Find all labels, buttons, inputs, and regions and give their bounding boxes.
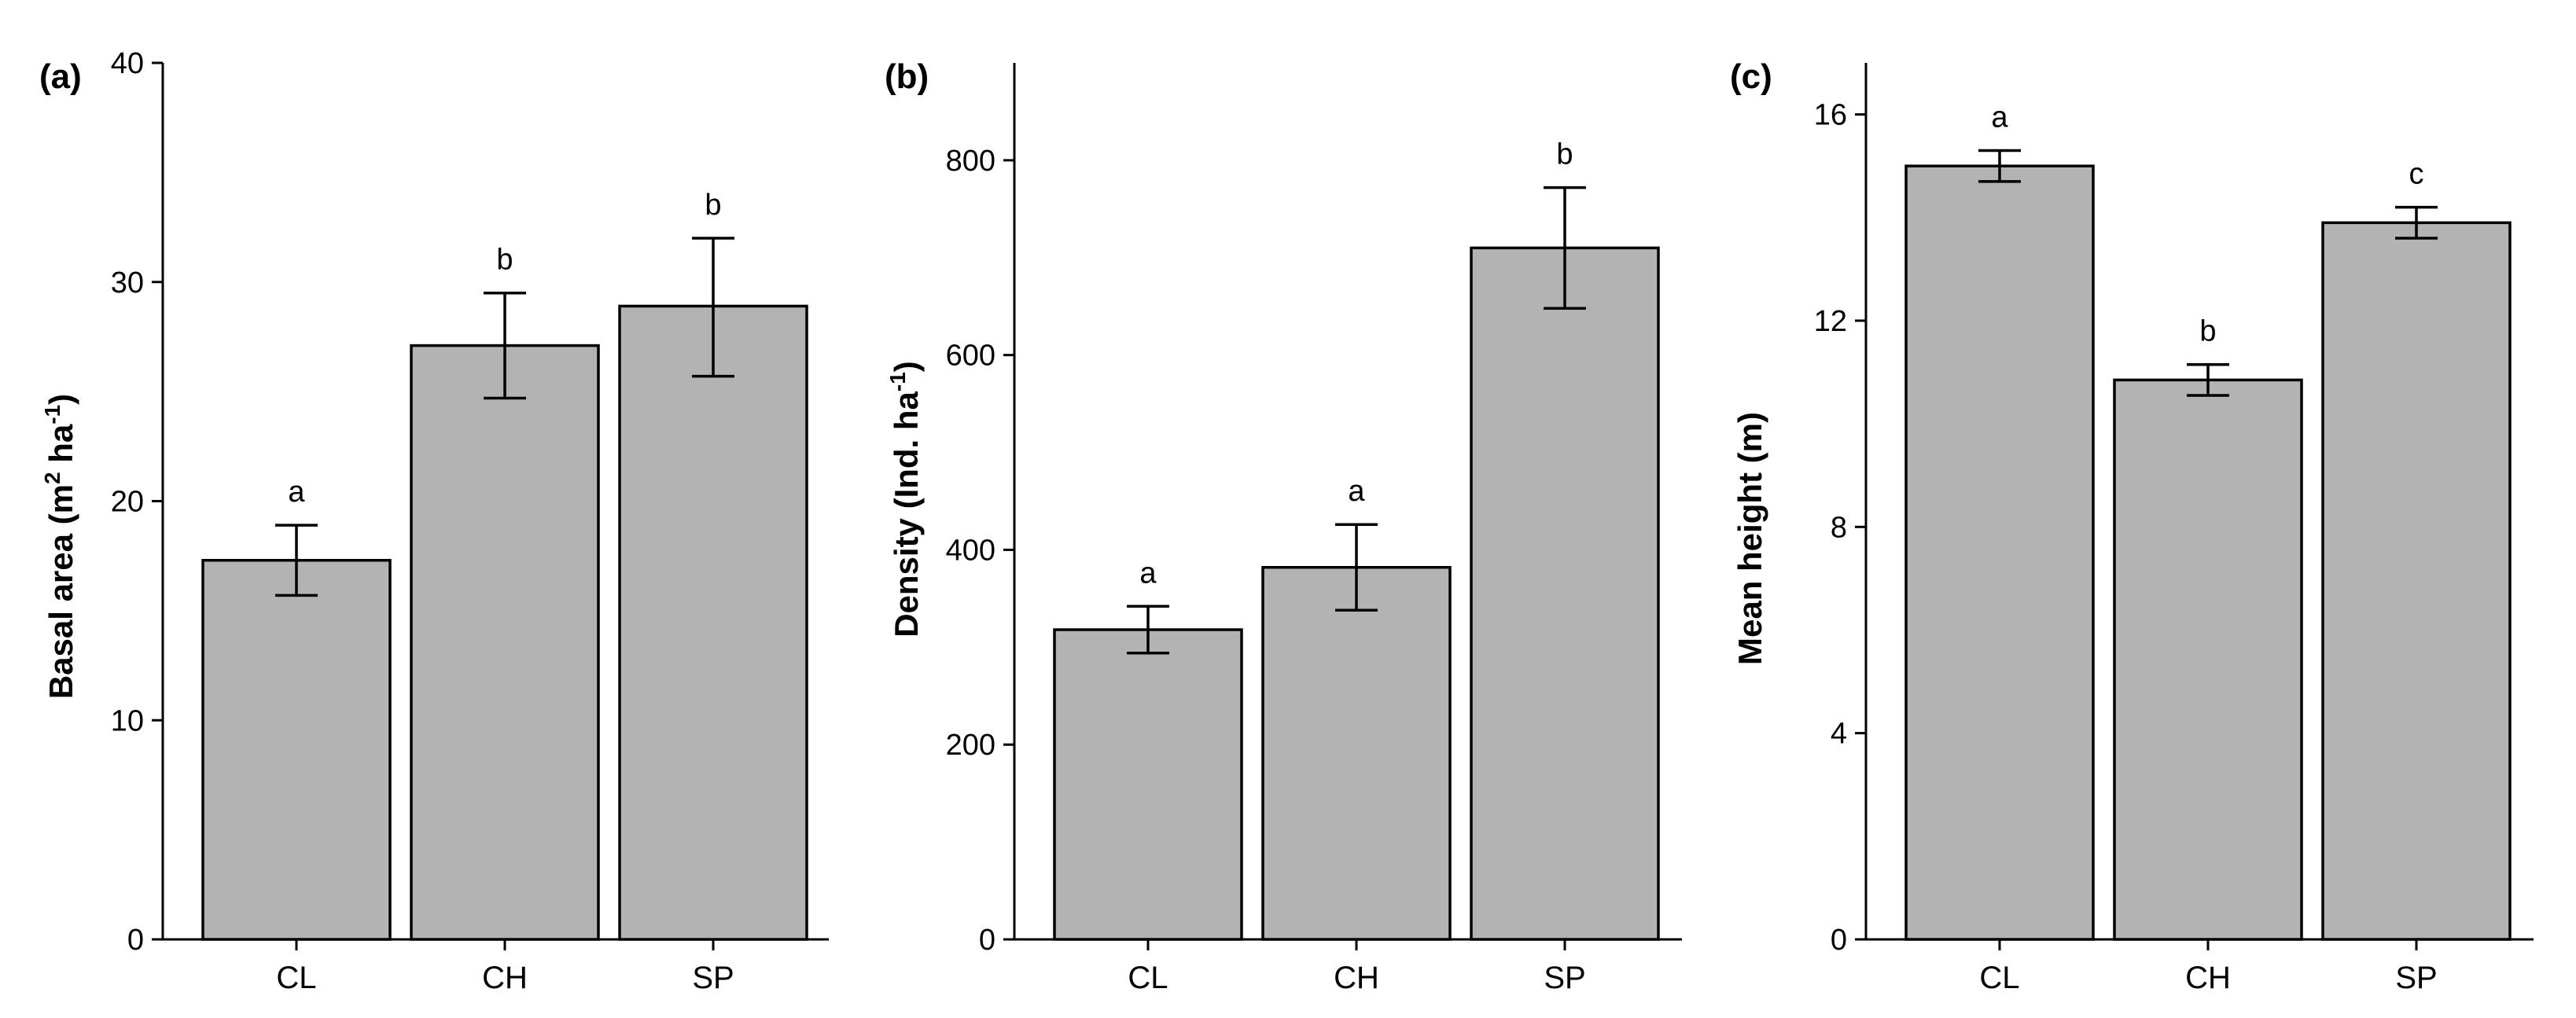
- bar-b-cl: [1053, 628, 1243, 941]
- bar-b-sp: [1470, 246, 1660, 941]
- y-axis-label-a-end: ): [42, 394, 79, 405]
- y-tick-label-c: 12: [1814, 305, 1847, 338]
- error-bar-c-ch: [2187, 362, 2229, 397]
- significance-label-c-cl: a: [1991, 101, 2008, 134]
- y-tick-label-c: 0: [1831, 924, 1847, 957]
- error-bar-a-cl: [275, 524, 318, 597]
- significance-label-a-ch: b: [496, 244, 513, 277]
- y-axis-label-a-main: Basal area (m: [42, 484, 79, 699]
- x-tick-label-b-ch: CH: [1334, 961, 1379, 995]
- error-bar-b-ch: [1335, 523, 1378, 612]
- bar-a-sp: [618, 304, 808, 941]
- y-axis-label-a-sup2: -1: [40, 405, 64, 424]
- y-tick-label-b: 0: [979, 924, 995, 957]
- y-tick-label-a: 0: [127, 924, 144, 957]
- significance-label-b-ch: a: [1348, 475, 1365, 508]
- chart-panel-a: (a) Basal area (m2 ha-1) a b b 0 10 20 30 40 CL C…: [39, 47, 829, 995]
- error-bar-a-sp: [692, 237, 734, 378]
- significance-label-a-cl: a: [288, 476, 305, 509]
- x-tick-label-c-ch: CH: [2185, 961, 2231, 995]
- x-tick-label-b-sp: SP: [1544, 961, 1585, 995]
- bar-c-cl: [1904, 164, 2095, 941]
- y-axis-label-b: Density (Ind. ha-1): [885, 361, 925, 638]
- error-bar-b-sp: [1544, 186, 1586, 310]
- bar-a-ch: [410, 344, 600, 941]
- significance-label-b-cl: a: [1139, 557, 1157, 590]
- bar-b-ch: [1261, 565, 1452, 941]
- panel-label-a: (a): [39, 57, 82, 96]
- panel-label-c: (c): [1730, 57, 1772, 96]
- y-tick-label-c: 16: [1814, 99, 1847, 132]
- significance-label-c-ch: b: [2199, 315, 2216, 348]
- x-tick-label-a-ch: CH: [482, 961, 528, 995]
- x-tick-label-a-sp: SP: [692, 961, 734, 995]
- y-axis-label-a-mid: ha: [42, 424, 79, 472]
- y-axis-label-c: Mean height (m): [1731, 412, 1768, 665]
- y-tick-label-a: 40: [111, 47, 144, 80]
- chart-panel-c: (c) Mean height (m) a b c 0 4 8 12 16 CL CH SP: [1730, 57, 2534, 995]
- y-tick-label-c: 8: [1831, 511, 1847, 544]
- y-axis-label-b-sup1: -1: [885, 372, 910, 391]
- x-tick-label-b-cl: CL: [1128, 961, 1168, 995]
- y-tick-label-b: 400: [946, 534, 995, 567]
- bar-c-ch: [2113, 378, 2303, 941]
- bar-c-sp: [2321, 221, 2512, 941]
- error-bar-b-cl: [1127, 605, 1169, 655]
- x-tick-label-c-cl: CL: [1979, 961, 2019, 995]
- significance-label-b-sp: b: [1556, 138, 1573, 171]
- y-tick-label-b: 200: [946, 729, 995, 762]
- y-axis-label-a-sup1: 2: [40, 472, 64, 484]
- panel-label-b: (b): [885, 57, 929, 96]
- y-tick-label-a: 30: [111, 266, 144, 300]
- y-axis-label-a: Basal area (m2 ha-1): [40, 394, 79, 699]
- y-axis-label-b-main: Density (Ind. ha: [888, 391, 925, 637]
- y-tick-label-a: 20: [111, 486, 144, 519]
- y-tick-label-b: 800: [946, 145, 995, 178]
- y-tick-label-c: 4: [1831, 718, 1847, 751]
- significance-label-c-sp: c: [2409, 158, 2424, 191]
- y-axis-label-b-end: ): [888, 361, 925, 372]
- y-tick-label-b: 600: [946, 340, 995, 373]
- significance-label-a-sp: b: [705, 189, 721, 222]
- x-tick-label-c-sp: SP: [2395, 961, 2437, 995]
- chart-panel-b: (b) Density (Ind. ha-1) a a b 0 200 400 600 800…: [885, 57, 1682, 995]
- error-bar-c-cl: [1978, 149, 2021, 183]
- x-tick-label-a-cl: CL: [276, 961, 316, 995]
- y-tick-label-a: 10: [111, 704, 144, 737]
- error-bar-c-sp: [2395, 205, 2438, 240]
- bar-a-cl: [201, 559, 392, 941]
- error-bar-a-ch: [484, 291, 526, 400]
